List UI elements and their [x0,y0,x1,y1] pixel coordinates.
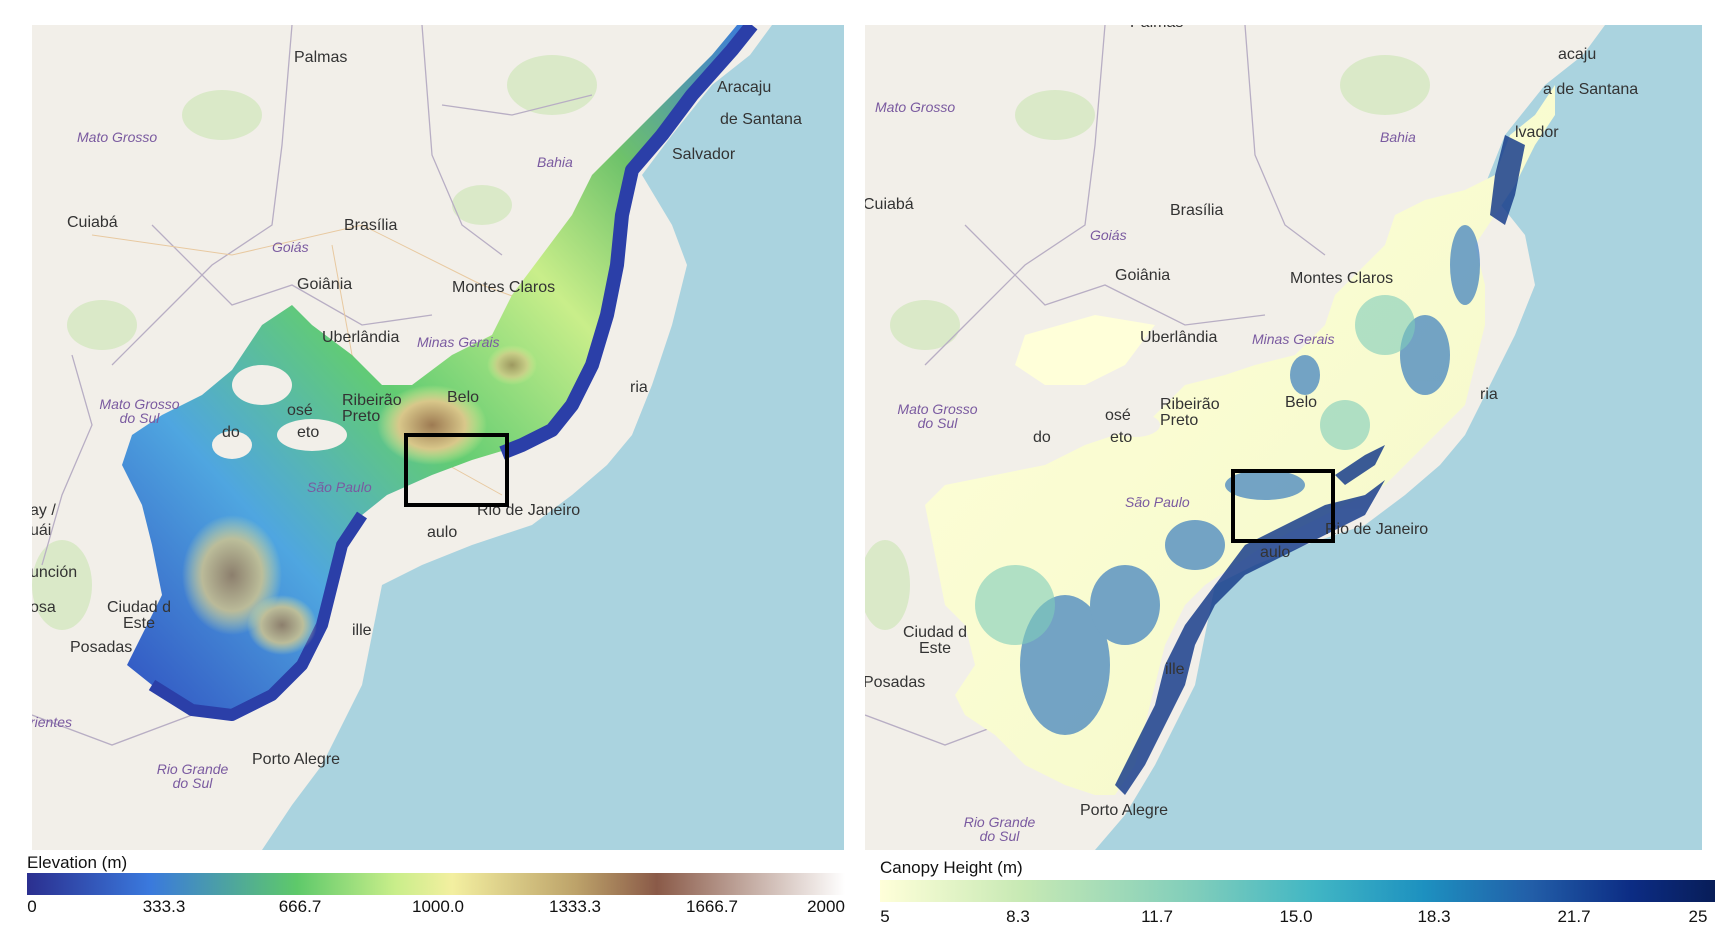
label-do: do [222,424,240,441]
label-bahia: Bahia [1380,129,1416,145]
elevation-map[interactable]: Palmas Mato Grosso Cuiabá Bahia Brasília… [32,25,844,850]
label-palmas: Palmas [1130,25,1183,31]
label-palmas: Palmas [294,49,348,66]
label-eto: eto [297,424,320,441]
label-ciudad-este: Ciudad d Este [902,624,968,657]
canopy-tick: 15.0 [1279,907,1313,926]
label-rio-de-janeiro: Rio de Janeiro [1325,521,1429,538]
region-highlight-box [1231,469,1335,543]
label-paulo: aulo [427,524,458,541]
label-mato-grosso-do-sul: Mato Grosso do Sul [99,396,180,426]
label-brasilia: Brasília [344,217,398,234]
canopy-map[interactable]: Palmas Mato Grosso Cuiabá Bahia Brasília… [865,25,1702,850]
label-montes-claros: Montes Claros [452,279,556,296]
label-posadas: Posadas [70,639,133,656]
label-uai: uái [32,522,52,539]
canopy-tick: 18.3 [1417,907,1451,926]
elevation-tick: 2000 [807,897,845,916]
label-rientes: rientes [32,714,73,730]
label-mato-grosso: Mato Grosso [77,129,158,145]
label-porto-alegre: Porto Alegre [252,751,341,768]
label-mato-grosso-do-sul: Mato Grosso do Sul [897,401,978,431]
label-rio-grande-do-sul: Rio Grande do Sul [963,814,1036,844]
label-sao-paulo: São Paulo [307,479,372,495]
label-mato-grosso: Mato Grosso [875,99,956,115]
label-cuiaba: Cuiabá [865,196,914,213]
label-brasilia: Brasília [1170,202,1224,219]
label-montes-claros: Montes Claros [1290,270,1394,287]
label-santana: a de Santana [1543,81,1639,98]
label-uberlandia: Uberlândia [322,329,400,346]
elevation-tick: 1000.0 [412,897,464,916]
elevation-tick: 1666.7 [686,897,738,916]
label-vitoria: ria [630,379,648,396]
label-cuiaba: Cuiabá [67,214,118,231]
region-highlight-box [404,433,509,507]
elevation-tick: 1333.3 [549,897,601,916]
label-rio-grande-do-sul: Rio Grande do Sul [156,761,229,791]
canopy-panel: Palmas Mato Grosso Cuiabá Bahia Brasília… [865,0,1730,932]
label-ribeirao-preto: Ribeirão Preto [1160,396,1220,429]
elevation-panel: Palmas Mato Grosso Cuiabá Bahia Brasília… [0,0,860,932]
canopy-tick: 25 [1688,907,1708,926]
label-goias: Goiás [272,239,309,255]
label-ay: ay / [32,502,56,519]
label-ville: ille [352,622,372,639]
label-asuncion: unción [32,564,78,581]
label-salvador: Salvador [672,146,736,163]
label-goiania: Goiânia [1115,267,1171,284]
elevation-tick: 0 [27,897,37,916]
canopy-tick: 21.7 [1557,907,1591,926]
label-bahia: Bahia [537,154,573,170]
label-belo: Belo [447,389,480,406]
label-belo: Belo [1285,394,1318,411]
label-eto: eto [1110,429,1133,446]
label-sao-paulo: São Paulo [1125,494,1190,510]
label-aracaju: acaju [1558,46,1597,63]
label-ville: ille [1165,661,1185,678]
label-uberlandia: Uberlândia [1140,329,1218,346]
label-posadas: Posadas [865,674,926,691]
label-paulo: aulo [1260,544,1291,561]
label-goias: Goiás [1090,227,1127,243]
label-goiania: Goiânia [297,276,353,293]
label-minas-gerais: Minas Gerais [1252,331,1335,347]
elevation-tick: 666.7 [278,897,322,916]
label-ribeirao-preto: Ribeirão Preto [342,392,402,425]
canopy-legend-title: Canopy Height (m) [880,858,1023,877]
canopy-map-graphic [865,25,1605,850]
label-vitoria: ria [1480,386,1498,403]
label-aracaju: Aracaju [717,79,772,96]
canopy-tick: 11.7 [1141,907,1173,926]
canopy-colorbar [880,880,1715,902]
label-do: do [1033,429,1051,446]
label-porto-alegre: Porto Alegre [1080,802,1169,819]
elevation-tick: 333.3 [142,897,186,916]
label-santana: de Santana [720,111,802,128]
canopy-tick: 5 [880,907,890,926]
label-jose: osé [1105,407,1131,424]
label-osa: osa [32,599,56,616]
elevation-legend-title: Elevation (m) [27,853,128,872]
label-ciudad-este: Ciudad d Este [106,599,172,632]
elevation-colorbar [27,873,845,895]
canopy-tick: 8.3 [1006,907,1030,926]
label-minas-gerais: Minas Gerais [417,334,500,350]
label-salvador: lvador [1515,124,1559,141]
label-jose: osé [287,402,313,419]
